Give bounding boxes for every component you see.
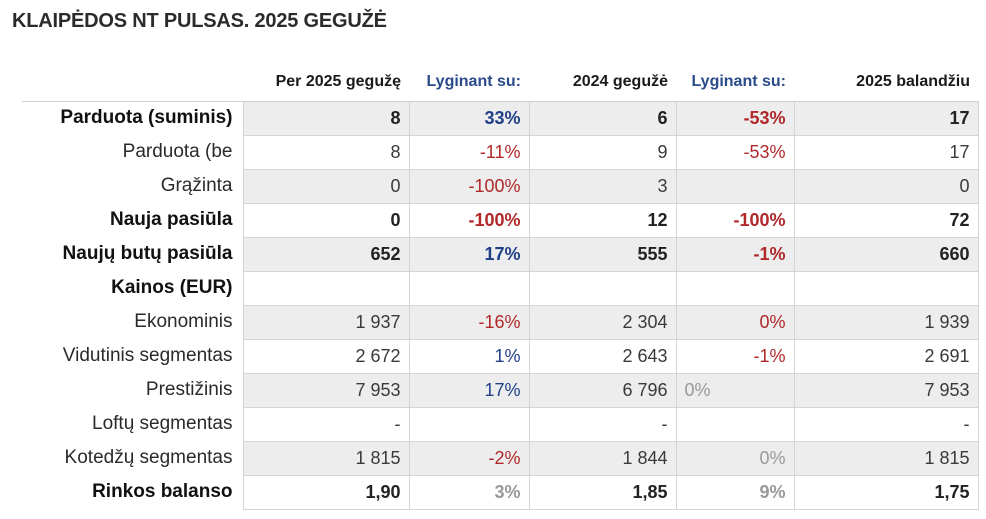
table-row: Grąžinta 0 -100% 3 0 — [22, 168, 979, 204]
row-label: Naujų butų pasiūla — [22, 237, 243, 271]
table-row: Loftų segmentas - - - — [22, 406, 979, 442]
header-compare-1: Lyginant su: — [409, 64, 529, 102]
row-label: Loftų segmentas — [22, 407, 243, 441]
row-label: Rinkos balanso — [22, 475, 243, 509]
cell-change: -100% — [408, 168, 530, 204]
header-prev-year: 2024 gegužė — [529, 64, 676, 102]
cell-change: -100% — [675, 202, 795, 238]
table-row: Parduota (be 8 -11% 9 -53% 17 — [22, 134, 979, 170]
cell-value: 2 304 — [528, 304, 677, 340]
cell-change: -11% — [408, 134, 530, 170]
cell-value: 1 815 — [793, 440, 979, 476]
table-row: Ekonominis 1 937 -16% 2 304 0% 1 939 — [22, 304, 979, 340]
cell-value: 2 672 — [242, 338, 410, 374]
cell-change: 0% — [675, 372, 795, 408]
row-label: Grąžinta — [22, 169, 243, 203]
cell-change — [408, 406, 530, 442]
cell-change — [675, 406, 795, 442]
cell-value: 0 — [793, 168, 979, 204]
table-header-row: Per 2025 gegužę Lyginant su: 2024 gegužė… — [22, 64, 978, 102]
cell-value: 1 815 — [242, 440, 410, 476]
table-row: Rinkos balanso 1,90 3% 1,85 9% 1,75 — [22, 474, 979, 510]
table-row: Parduota (suminis) 8 33% 6 -53% 17 — [22, 100, 979, 136]
row-label: Parduota (suminis) — [22, 101, 243, 135]
cell-value: - — [528, 406, 677, 442]
table-row: Kainos (EUR) — [22, 270, 979, 306]
cell-change: -100% — [408, 202, 530, 238]
row-label: Prestižinis — [22, 373, 243, 407]
cell-value: 1,75 — [793, 474, 979, 510]
table-row: Nauja pasiūla 0 -100% 12 -100% 72 — [22, 202, 979, 238]
cell-change: 1% — [408, 338, 530, 374]
row-label: Kainos (EUR) — [22, 271, 243, 305]
cell-value: 8 — [242, 100, 410, 136]
header-period: Per 2025 gegužę — [243, 64, 409, 102]
cell-value: 2 643 — [528, 338, 677, 374]
cell-change: 0% — [675, 440, 795, 476]
cell-change: -1% — [675, 338, 795, 374]
cell-change: 0% — [675, 304, 795, 340]
cell-value: 3 — [528, 168, 677, 204]
cell-value: 0 — [242, 202, 410, 238]
page-title: KLAIPĖDOS NT PULSAS. 2025 GEGUŽĖ — [12, 10, 387, 32]
cell-change: 33% — [408, 100, 530, 136]
cell-change: -2% — [408, 440, 530, 476]
cell-change — [675, 168, 795, 204]
table-row: Kotedžų segmentas 1 815 -2% 1 844 0% 1 8… — [22, 440, 979, 476]
cell-value: 7 953 — [242, 372, 410, 408]
row-label: Ekonominis — [22, 305, 243, 339]
row-label: Kotedžų segmentas — [22, 441, 243, 475]
cell-value: 1 939 — [793, 304, 979, 340]
cell-value: 1,90 — [242, 474, 410, 510]
cell-change: -16% — [408, 304, 530, 340]
cell-change: 17% — [408, 372, 530, 408]
cell-value: 9 — [528, 134, 677, 170]
cell-value: 7 953 — [793, 372, 979, 408]
cell-value: 1 844 — [528, 440, 677, 476]
row-label: Nauja pasiūla — [22, 203, 243, 237]
market-pulse-table: Per 2025 gegužę Lyginant su: 2024 gegužė… — [22, 64, 979, 510]
cell-value: 652 — [242, 236, 410, 272]
cell-change: 3% — [408, 474, 530, 510]
cell-value: - — [242, 406, 410, 442]
cell-change — [408, 270, 530, 306]
cell-change: -53% — [675, 134, 795, 170]
header-prev-month: 2025 balandžiu — [794, 64, 978, 102]
cell-value — [242, 270, 410, 306]
cell-value: 6 796 — [528, 372, 677, 408]
table-row: Prestižinis 7 953 17% 6 796 0% 7 953 — [22, 372, 979, 408]
cell-value: 555 — [528, 236, 677, 272]
cell-change — [675, 270, 795, 306]
cell-value — [793, 270, 979, 306]
cell-value: 0 — [242, 168, 410, 204]
cell-value: - — [793, 406, 979, 442]
table-row: Vidutinis segmentas 2 672 1% 2 643 -1% 2… — [22, 338, 979, 374]
cell-change: 17% — [408, 236, 530, 272]
cell-change: -53% — [675, 100, 795, 136]
cell-value — [528, 270, 677, 306]
cell-value: 8 — [242, 134, 410, 170]
cell-value: 72 — [793, 202, 979, 238]
cell-value: 17 — [793, 100, 979, 136]
cell-value: 1 937 — [242, 304, 410, 340]
cell-value: 17 — [793, 134, 979, 170]
cell-value: 6 — [528, 100, 677, 136]
cell-value: 1,85 — [528, 474, 677, 510]
header-corner — [22, 64, 243, 102]
row-label: Parduota (be — [22, 135, 243, 169]
cell-change: -1% — [675, 236, 795, 272]
cell-value: 2 691 — [793, 338, 979, 374]
cell-value: 12 — [528, 202, 677, 238]
table-row: Naujų butų pasiūla 652 17% 555 -1% 660 — [22, 236, 979, 272]
cell-change: 9% — [675, 474, 795, 510]
cell-value: 660 — [793, 236, 979, 272]
header-compare-2: Lyginant su: — [676, 64, 794, 102]
row-label: Vidutinis segmentas — [22, 339, 243, 373]
